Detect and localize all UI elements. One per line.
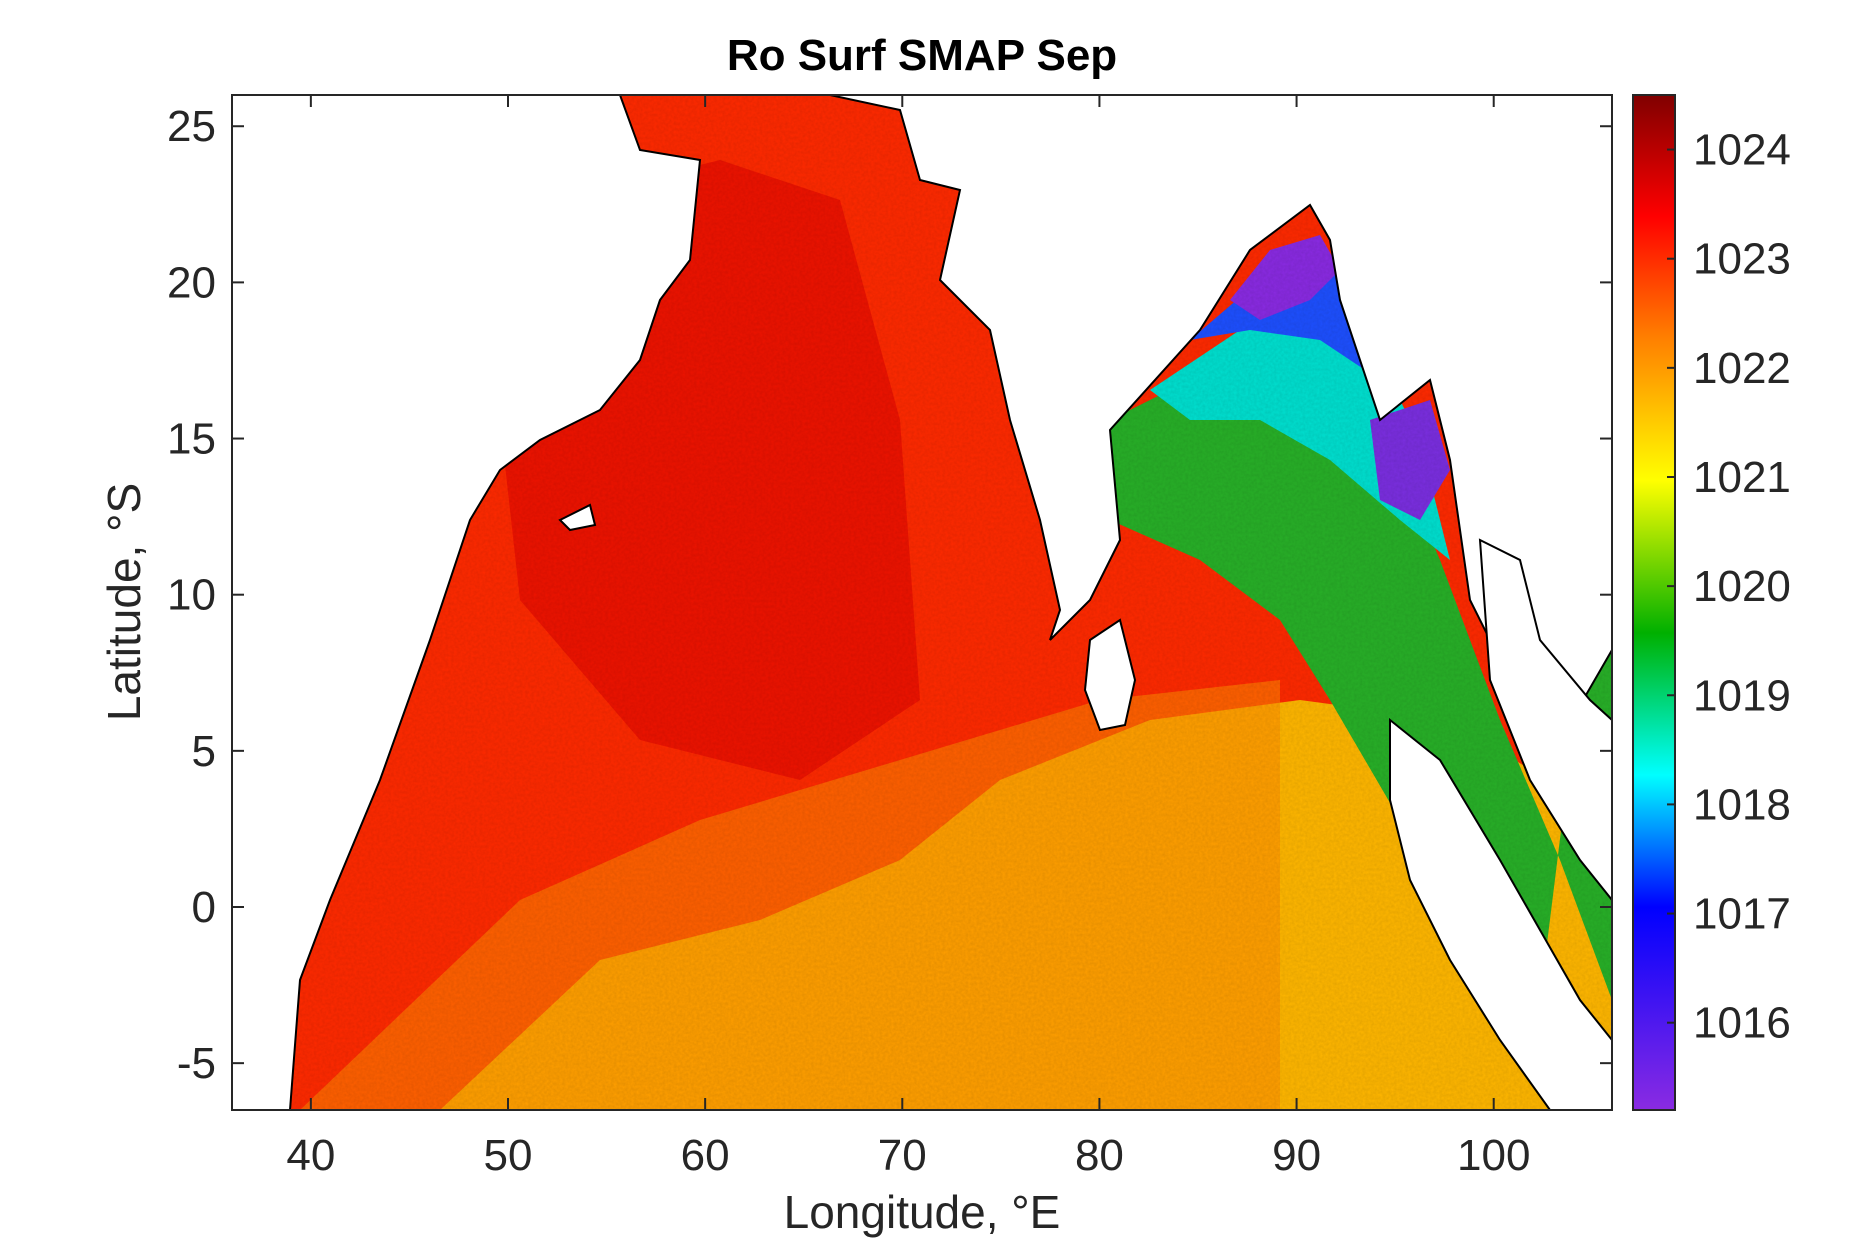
chart-title: Ro Surf SMAP Sep: [727, 31, 1117, 80]
y-tick-label: 0: [192, 883, 216, 932]
x-tick-label: 40: [286, 1131, 335, 1180]
land-socotra: [558, 503, 597, 532]
x-axis-ticks: 40 50 60 70 80 90 100: [286, 95, 1530, 1180]
x-axis-label: Longitude, °E: [784, 1186, 1061, 1238]
x-tick-label: 80: [1075, 1131, 1124, 1180]
colorbar-tick-label: 1024: [1693, 126, 1791, 175]
land-sumatra: [1389, 717, 1612, 1110]
colorbar-tick-label: 1016: [1693, 999, 1791, 1048]
x-tick-label: 50: [484, 1131, 533, 1180]
colorbar: 1016 1017 1018 1019 1020 1021 1022 1023 1024: [1632, 94, 1791, 1111]
y-axis-ticks: -5 0 5 10 15 20 25: [167, 102, 1612, 1088]
y-tick-label: 5: [192, 727, 216, 776]
plot-frame: [231, 94, 1613, 1111]
colorbar-tick-label: 1022: [1693, 344, 1791, 393]
x-tick-label: 90: [1272, 1131, 1321, 1180]
y-tick-label: 20: [167, 258, 216, 307]
colorbar-tick-label: 1017: [1693, 890, 1791, 939]
y-axis-label: Latitude, °S: [98, 483, 150, 721]
colorbar-tick-label: 1023: [1693, 235, 1791, 284]
y-tick-label: 15: [167, 415, 216, 464]
y-tick-label: 10: [167, 571, 216, 620]
land-malay: [1478, 538, 1612, 902]
colorbar-ticks: 1016 1017 1018 1019 1020 1021 1022 1023 1024: [1667, 126, 1791, 1048]
y-tick-label: -5: [177, 1039, 216, 1088]
x-tick-label: 70: [878, 1131, 927, 1180]
map-plot-area: [232, 95, 1612, 1110]
x-tick-label: 100: [1457, 1131, 1530, 1180]
colorbar-tick-label: 1018: [1693, 780, 1791, 829]
colorbar-tick-label: 1019: [1693, 671, 1791, 720]
x-tick-label: 60: [681, 1131, 730, 1180]
land-masses: [232, 95, 1612, 1110]
y-tick-label: 25: [167, 102, 216, 151]
colorbar-tick-label: 1021: [1693, 453, 1791, 502]
colorbar-tick-label: 1020: [1693, 562, 1791, 611]
colorbar-gradient: [1632, 94, 1676, 1111]
land-sri-lanka: [1083, 618, 1137, 732]
land-africa-arabia: [232, 95, 702, 1110]
